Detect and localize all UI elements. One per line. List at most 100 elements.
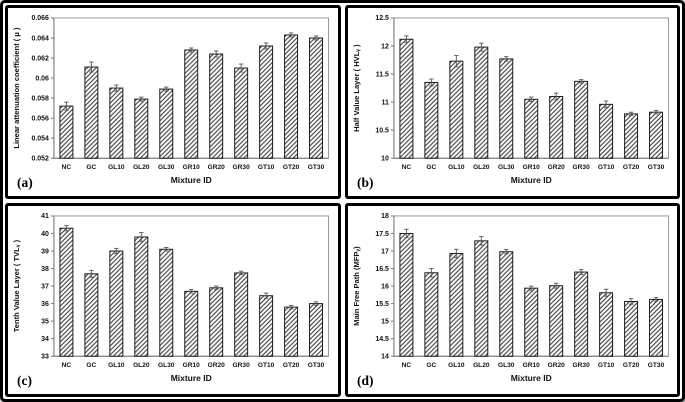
y-tick-label: 10 [381, 155, 389, 162]
bar-GL10 [448, 252, 463, 357]
bar-GR30 [234, 67, 249, 159]
x-tick-label: GT20 [622, 362, 639, 369]
bar-GL30 [498, 58, 513, 159]
y-tick-label: 10.5 [375, 127, 389, 134]
x-tick-label: GT30 [647, 362, 664, 369]
y-axis-title: Tenth Value Layer ( TVLᵧ ) [12, 239, 21, 332]
x-tick-label: GC [86, 362, 96, 369]
bar-GT30 [648, 298, 663, 357]
x-axis-title: Mixture ID [510, 175, 551, 185]
x-tick-label: GL30 [158, 362, 175, 369]
y-tick-label: 37 [41, 283, 49, 290]
x-tick-label: GL20 [133, 362, 150, 369]
bar-GC [84, 66, 99, 159]
bar-GL10 [448, 60, 463, 159]
bar-GT10 [598, 292, 613, 357]
x-axis-title: Mixture ID [171, 373, 212, 383]
x-tick-label: GC [426, 362, 436, 369]
y-tick-label: 14 [381, 353, 389, 360]
y-tick-label: 0.062 [31, 55, 49, 62]
x-tick-label: GR20 [208, 362, 226, 369]
x-tick-label: GR30 [572, 362, 590, 369]
y-tick-label: 0.064 [31, 35, 49, 42]
x-tick-label: GL20 [473, 362, 490, 369]
bar-NC [398, 38, 413, 159]
y-tick-label: 33 [41, 353, 49, 360]
y-tick-label: 34 [41, 336, 49, 343]
y-tick-label: 35 [41, 318, 49, 325]
bar-GT20 [284, 306, 299, 357]
y-tick-label: 11 [381, 99, 389, 106]
y-tick-label: 0.056 [31, 115, 49, 122]
bar-GL20 [134, 236, 149, 357]
y-tick-label: 15 [381, 318, 389, 325]
bar-GR20 [209, 53, 224, 159]
bar-GR20 [209, 287, 224, 357]
x-tick-label: NC [62, 164, 72, 171]
x-tick-label: GR30 [572, 164, 590, 171]
x-tick-label: GR10 [183, 164, 201, 171]
bar-GT30 [309, 303, 324, 357]
y-tick-label: 12.5 [375, 15, 389, 22]
panel-letter: (a) [17, 175, 33, 190]
bar-GR10 [523, 287, 538, 357]
y-tick-label: 11.5 [375, 71, 388, 78]
chart-a-svg: 0.052 0.054 0.056 0.058 0.06 0.062 0.064 0.066 N… [8, 8, 338, 196]
bar-GC [84, 273, 99, 357]
x-tick-label: GR20 [208, 164, 226, 171]
x-axis-title: Mixture ID [510, 373, 551, 383]
y-tick-label: 16.5 [375, 266, 389, 273]
y-tick-label: 41 [41, 213, 49, 220]
bar-GC [423, 81, 438, 159]
x-tick-label: GR10 [183, 362, 201, 369]
bar-GL30 [498, 251, 513, 357]
x-tick-label: GR30 [233, 164, 251, 171]
x-tick-label: GL10 [108, 362, 125, 369]
y-axis-title: Main Free Path (MFPᵧ) [351, 246, 360, 326]
x-tick-label: GR10 [522, 362, 540, 369]
y-tick-label: 0.052 [31, 155, 49, 162]
bar-GL30 [159, 88, 174, 159]
x-tick-label: GR20 [547, 164, 565, 171]
chart-b-svg: 10 10.5 11 11.5 12 12.5 NC GC GL10 GL20 GL30 GR10 GR… [347, 8, 677, 196]
x-tick-label: NC [401, 164, 411, 171]
bar-GC [423, 272, 438, 357]
panel-a: 0.052 0.054 0.056 0.058 0.06 0.062 0.064 0.066 N… [5, 5, 341, 199]
bar-GL20 [134, 98, 149, 159]
bar-GR20 [548, 95, 563, 159]
panel-letter: (b) [356, 175, 372, 190]
y-tick-label: 36 [41, 301, 49, 308]
bar-GT30 [309, 37, 324, 159]
x-tick-label: GL10 [448, 164, 465, 171]
x-tick-label: GL30 [498, 362, 515, 369]
bar-GR30 [573, 80, 588, 159]
bar-NC [59, 227, 74, 357]
y-tick-label: 39 [41, 248, 49, 255]
x-tick-label: GT10 [258, 164, 275, 171]
x-tick-label: GR20 [547, 362, 565, 369]
bar-GR10 [523, 98, 538, 159]
x-axis-title: Mixture ID [171, 175, 212, 185]
bar-GL20 [473, 240, 488, 357]
bar-GR10 [184, 49, 199, 159]
bar-GT10 [259, 45, 274, 159]
bar-NC [59, 105, 74, 159]
x-tick-label: GT20 [622, 164, 639, 171]
x-tick-label: NC [62, 362, 72, 369]
x-tick-label: GC [426, 164, 436, 171]
bar-GR30 [573, 271, 588, 357]
x-tick-label: GC [86, 164, 96, 171]
y-tick-label: 0.054 [31, 135, 49, 142]
x-tick-label: GT10 [258, 362, 275, 369]
bar-GT20 [623, 113, 638, 159]
bar-GL30 [159, 248, 174, 357]
y-tick-label: 15.5 [375, 301, 389, 308]
bar-GR20 [548, 285, 563, 357]
panel-letter: (d) [356, 373, 372, 388]
panel-b: 10 10.5 11 11.5 12 12.5 NC GC GL10 GL20 GL30 GR10 GR… [344, 5, 680, 199]
x-tick-label: GL10 [448, 362, 465, 369]
x-tick-label: GT30 [308, 362, 325, 369]
bar-GT10 [598, 103, 613, 159]
x-tick-label: GT10 [597, 164, 614, 171]
